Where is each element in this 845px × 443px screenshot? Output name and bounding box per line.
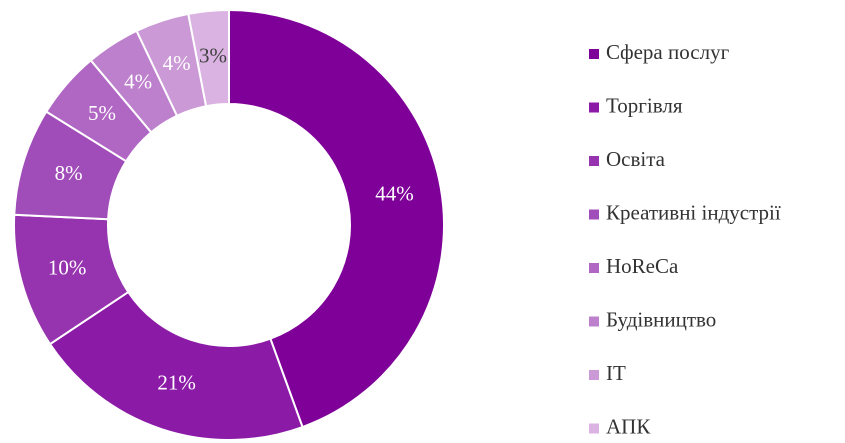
legend-swatch: [589, 316, 599, 327]
data-label: 4%: [124, 69, 152, 93]
legend-swatch: [589, 209, 599, 220]
legend-label: Будівництво: [606, 307, 716, 331]
legend-swatch: [589, 423, 599, 434]
legend-swatch: [589, 263, 599, 273]
data-label: 44%: [375, 182, 414, 206]
data-label: 3%: [199, 44, 227, 68]
data-label: 21%: [157, 370, 196, 394]
data-label: 4%: [163, 51, 191, 75]
legend-label: IT: [606, 361, 626, 385]
legend-label: Сфера послуг: [606, 40, 730, 64]
legend-label: Торгівля: [606, 93, 683, 117]
data-label: 5%: [88, 101, 116, 125]
legend-label: Креативні індустрії: [606, 200, 781, 224]
donut-slice: [187, 8, 230, 108]
data-label: 10%: [48, 256, 87, 280]
data-label: 8%: [55, 161, 83, 185]
donut-slice: [228, 8, 445, 429]
legend-label: АПК: [606, 414, 651, 438]
legend-label: Освіта: [606, 147, 666, 171]
legend-swatch: [589, 102, 599, 113]
donut-slice: [48, 290, 304, 441]
legend-swatch: [589, 370, 599, 380]
legend-label: HoReCa: [606, 254, 679, 278]
legend-swatch: [589, 156, 599, 166]
legend-swatch: [589, 49, 599, 59]
